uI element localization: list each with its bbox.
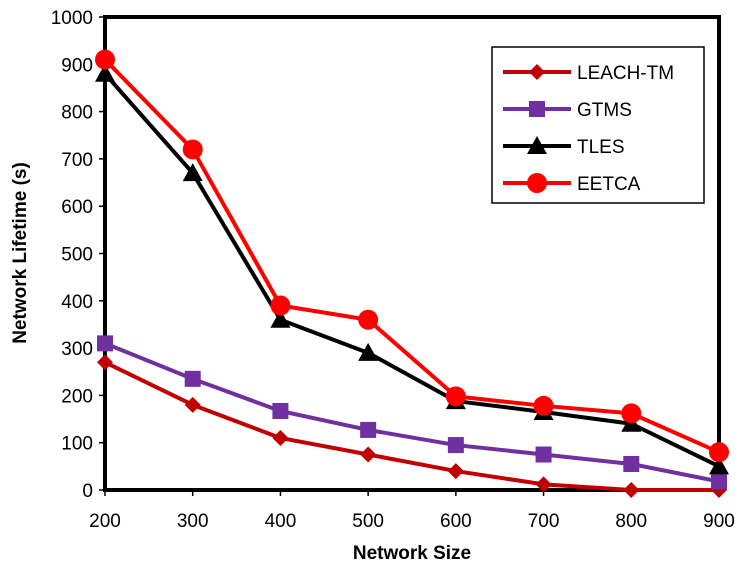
y-tick-label: 600 xyxy=(61,197,93,218)
legend-label-leach-tm: LEACH-TM xyxy=(577,63,674,84)
data-point-tles xyxy=(182,163,203,182)
data-point-eetca xyxy=(533,395,554,416)
data-point-leach-tm xyxy=(97,354,113,371)
data-point-tles xyxy=(270,309,291,328)
y-tick-label: 900 xyxy=(61,55,93,76)
x-axis-ticks: 200 300 400 500 600 700 800 900 xyxy=(89,490,735,532)
x-tick-label: 500 xyxy=(352,511,384,532)
data-point-gtms xyxy=(360,421,377,438)
series-layer xyxy=(95,49,729,498)
series-line-eetca xyxy=(103,58,720,454)
data-point-leach-tm xyxy=(272,429,289,446)
data-point-eetca xyxy=(358,309,379,330)
data-point-tles xyxy=(358,342,379,361)
series-line-leach-tm xyxy=(104,360,719,492)
x-tick-label: 900 xyxy=(703,511,735,532)
data-point-eetca xyxy=(445,386,466,407)
series-eetca xyxy=(95,49,729,463)
y-axis-title: Network Lifetime (s) xyxy=(10,162,31,344)
data-point-leach-tm xyxy=(623,482,640,498)
series-line-gtms xyxy=(104,341,720,484)
x-tick-label: 400 xyxy=(265,511,297,532)
series-leach-tm xyxy=(97,354,727,498)
y-tick-label: 1000 xyxy=(51,8,93,29)
x-tick-label: 600 xyxy=(440,511,472,532)
y-tick-label: 200 xyxy=(61,386,93,407)
y-tick-label: 700 xyxy=(61,150,93,171)
y-axis-ticks: 0 100 200 300 400 500 600 700 800 900 1000 xyxy=(51,8,105,502)
data-point-eetca xyxy=(621,403,642,424)
series-line-tles xyxy=(103,72,720,469)
data-point-tles xyxy=(95,63,115,82)
x-tick-label: 300 xyxy=(177,511,209,532)
x-tick-label: 200 xyxy=(89,511,121,532)
data-point-tles xyxy=(709,456,729,475)
legend-marker-gtms xyxy=(529,101,545,117)
data-point-eetca xyxy=(95,49,115,70)
series-gtms xyxy=(97,335,727,490)
data-point-gtms xyxy=(272,403,289,420)
y-tick-label: 400 xyxy=(61,292,93,313)
y-tick-label: 500 xyxy=(61,245,93,266)
y-tick-label: 800 xyxy=(61,103,93,124)
data-point-eetca xyxy=(182,139,203,160)
data-point-leach-tm xyxy=(447,463,464,480)
data-point-gtms xyxy=(184,370,201,387)
data-point-eetca xyxy=(709,442,729,463)
data-point-eetca xyxy=(270,295,291,316)
x-tick-label: 700 xyxy=(528,511,560,532)
data-point-gtms xyxy=(97,335,113,352)
legend-marker-tles xyxy=(527,136,547,154)
data-point-gtms xyxy=(447,437,464,454)
data-point-leach-tm xyxy=(535,476,552,493)
legend-marker-leach-tm xyxy=(529,64,545,80)
data-point-leach-tm xyxy=(184,396,201,413)
data-point-leach-tm xyxy=(360,446,377,463)
legend-label-eetca: EETCA xyxy=(577,174,641,195)
data-point-gtms xyxy=(711,473,727,490)
legend-label-tles: TLES xyxy=(577,137,625,158)
data-point-gtms xyxy=(623,455,640,472)
x-tick-label: 800 xyxy=(615,511,647,532)
x-axis-title: Network Size xyxy=(353,543,471,564)
legend-marker-eetca xyxy=(527,173,547,193)
data-point-gtms xyxy=(535,446,552,463)
legend: LEACH-TM GTMS TLES EETCA xyxy=(491,46,705,204)
legend-label-gtms: GTMS xyxy=(577,100,632,121)
y-tick-label: 0 xyxy=(82,481,93,502)
y-tick-label: 100 xyxy=(61,434,93,455)
y-tick-label: 300 xyxy=(61,339,93,360)
